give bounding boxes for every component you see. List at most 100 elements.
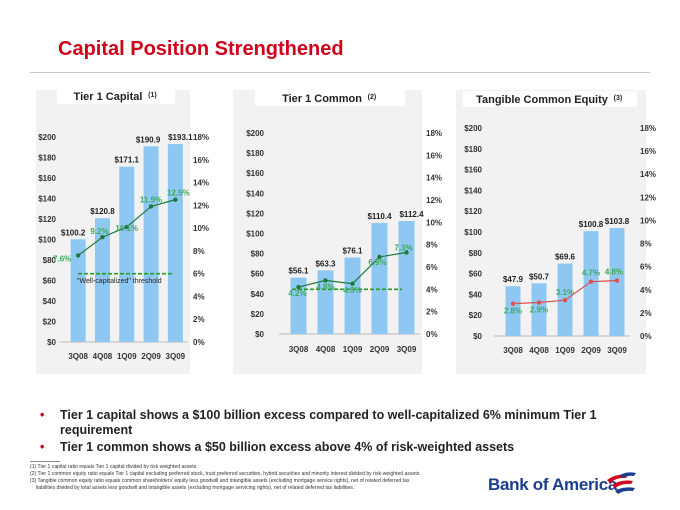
ratio-label: 3.1%	[556, 288, 574, 297]
x-tick-label: 2Q09	[141, 352, 161, 361]
y-tick-label: $0	[255, 330, 264, 339]
y2-tick-label: 10%	[640, 216, 656, 225]
y2-tick-label: 2%	[193, 315, 205, 324]
y2-tick-label: 12%	[426, 196, 442, 205]
x-tick-label: 3Q08	[289, 345, 309, 354]
ratio-point	[404, 250, 409, 255]
ratio-label: 4.8%	[316, 282, 334, 291]
x-tick-label: 3Q08	[503, 346, 523, 355]
chart-title-tab	[57, 88, 175, 104]
footnote: (2) Tier 1 common equity ratio equals Ti…	[30, 471, 421, 477]
bar	[344, 257, 361, 334]
y2-tick-label: 8%	[640, 240, 652, 249]
ratio-label: 7.6%	[53, 254, 71, 263]
y2-tick-label: 4%	[193, 292, 205, 301]
ratio-point	[510, 301, 516, 306]
charts-canvas: Tier 1 Capital (1) $0 $20 $40 $60 $80 $100 $120 $…	[38, 88, 656, 361]
y-tick-label: $120	[246, 209, 264, 218]
bullet-text: Tier 1 capital shows a $100 billion exce…	[60, 408, 597, 437]
x-tick-label: 3Q09	[166, 352, 186, 361]
ratio-point	[124, 224, 129, 230]
ratio-point	[562, 297, 568, 303]
bar-value-label: $110.4	[367, 212, 392, 221]
y-tick-label: $160	[38, 174, 56, 183]
ratio-label: 4.5%	[343, 286, 361, 295]
y-tick-label: $180	[38, 154, 56, 163]
y-tick-label: $180	[246, 149, 264, 158]
y-tick-label: $160	[464, 166, 482, 175]
bar-value-label: $112.4	[399, 210, 424, 219]
ratio-point	[100, 235, 105, 240]
y-tick-label: $40	[43, 297, 57, 306]
y-tick-label: $200	[246, 129, 264, 138]
bullet-item: • Tier 1 capital shows a $100 billion exc…	[40, 408, 640, 438]
y-tick-label: $180	[464, 145, 482, 154]
x-tick-label: 2Q09	[370, 345, 390, 354]
y2-tick-label: 6%	[640, 263, 652, 272]
y-tick-label: $200	[464, 124, 482, 133]
y-tick-label: $120	[38, 215, 56, 224]
y2-tick-label: 12%	[640, 193, 656, 202]
bar	[531, 283, 547, 336]
bar-value-label: $193.1	[168, 133, 193, 142]
y2-tick-label: 4%	[426, 285, 438, 294]
y2-tick-label: 14%	[193, 179, 209, 188]
bar	[167, 144, 183, 342]
bar-value-label: $76.1	[342, 247, 363, 256]
y-tick-label: $100	[246, 230, 264, 239]
bar-value-label: $120.8	[90, 207, 115, 216]
bullet-item: • Tier 1 common shows a $50 billion exces…	[40, 440, 640, 455]
ratio-point	[323, 278, 328, 283]
x-tick-label: 4Q08	[316, 345, 336, 354]
threshold-label: "Well-capitalized" threshold	[77, 278, 162, 285]
bar	[398, 221, 415, 334]
y-tick-label: $20	[469, 311, 483, 320]
panel-tier1-capital	[36, 90, 190, 374]
bar	[290, 277, 307, 334]
bar	[505, 286, 521, 336]
y-tick-label: $40	[469, 290, 483, 299]
ratio-label: 12.5%	[167, 189, 190, 198]
ratio-label: 11.9%	[140, 195, 162, 204]
y-tick-label: $60	[469, 270, 483, 279]
ratio-label: 7.3%	[394, 243, 412, 252]
y-tick-label: $140	[38, 195, 56, 204]
page-title: Capital Position Strengthened	[58, 38, 344, 60]
bullet-dot-icon: •	[40, 440, 45, 454]
y-tick-label: $60	[43, 277, 57, 286]
chart-title: Tier 1 Capital	[74, 91, 143, 103]
footnote-rule	[30, 461, 60, 462]
ratio-label: 4.8%	[605, 268, 623, 277]
title-divider	[30, 72, 650, 73]
footnote: liabilities divided by total assets less…	[36, 485, 355, 491]
bar	[94, 218, 110, 342]
bar-value-label: $100.8	[579, 220, 604, 229]
logo-wordmark: Bank of America	[488, 475, 618, 494]
bar-value-label: $190.9	[136, 135, 161, 144]
ratio-point	[75, 253, 81, 258]
y2-tick-label: 6%	[193, 270, 205, 279]
bar-value-label: $171.1	[115, 156, 140, 165]
y-tick-label: $140	[246, 189, 264, 198]
y2-tick-label: 2%	[640, 309, 652, 318]
ratio-label: 2.8%	[504, 307, 522, 316]
ratio-point	[350, 281, 355, 286]
bullet-dot-icon: •	[40, 408, 45, 422]
y-tick-label: $80	[251, 250, 265, 259]
bar	[371, 223, 388, 334]
x-tick-label: 3Q09	[607, 346, 627, 355]
y-tick-label: $40	[251, 290, 265, 299]
chart-title-note: (2)	[368, 94, 377, 101]
chart-title: Tangible Common Equity	[476, 94, 609, 106]
ratio-point	[588, 279, 594, 284]
y-tick-label: $120	[464, 207, 482, 216]
y-tick-label: $100	[38, 236, 56, 245]
y2-tick-label: 12%	[193, 201, 209, 210]
y2-tick-label: 14%	[640, 170, 656, 179]
bar-value-label: $63.3	[315, 259, 336, 268]
brand-logo: Bank of America	[488, 470, 638, 500]
x-tick-label: 4Q08	[529, 346, 549, 355]
x-tick-label: 4Q08	[93, 352, 113, 361]
y-tick-label: $20	[251, 310, 265, 319]
y-tick-label: $140	[464, 186, 482, 195]
